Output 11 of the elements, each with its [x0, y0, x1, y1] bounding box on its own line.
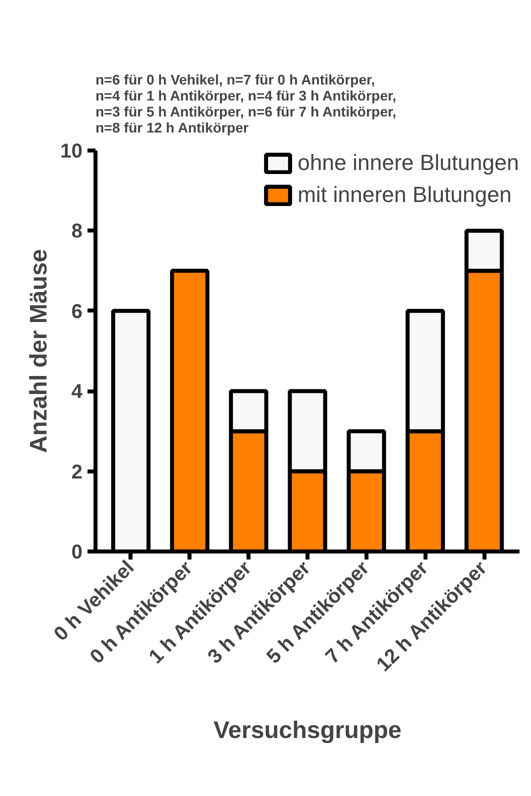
x-axis-title: Versuchsgruppe	[213, 716, 402, 744]
y-axis-title: Anzahl der Mäuse	[25, 248, 52, 454]
y-tick-label: 4	[71, 381, 84, 404]
y-tick-label: 10	[60, 140, 83, 162]
y-tick-label: 2	[71, 461, 82, 484]
y-tick-label: 8	[71, 220, 82, 243]
y-tick-label: 6	[71, 300, 82, 323]
chart-title: n=6 für 0 h Vehikel, n=7 für 0 h Antikörper, n=4 für 1 h Antikörper, n=4 für 3 h Antikörper, n=3 für 5 h Antikörper, n=6 für 7 h Antikörper, n=8 für 12 h Antikörper	[96, 72, 396, 136]
legend-label: ohne innere Blutungen	[298, 150, 519, 176]
legend-label: mit inneren Blutungen	[298, 182, 512, 208]
y-tick-label: 0	[71, 542, 82, 564]
